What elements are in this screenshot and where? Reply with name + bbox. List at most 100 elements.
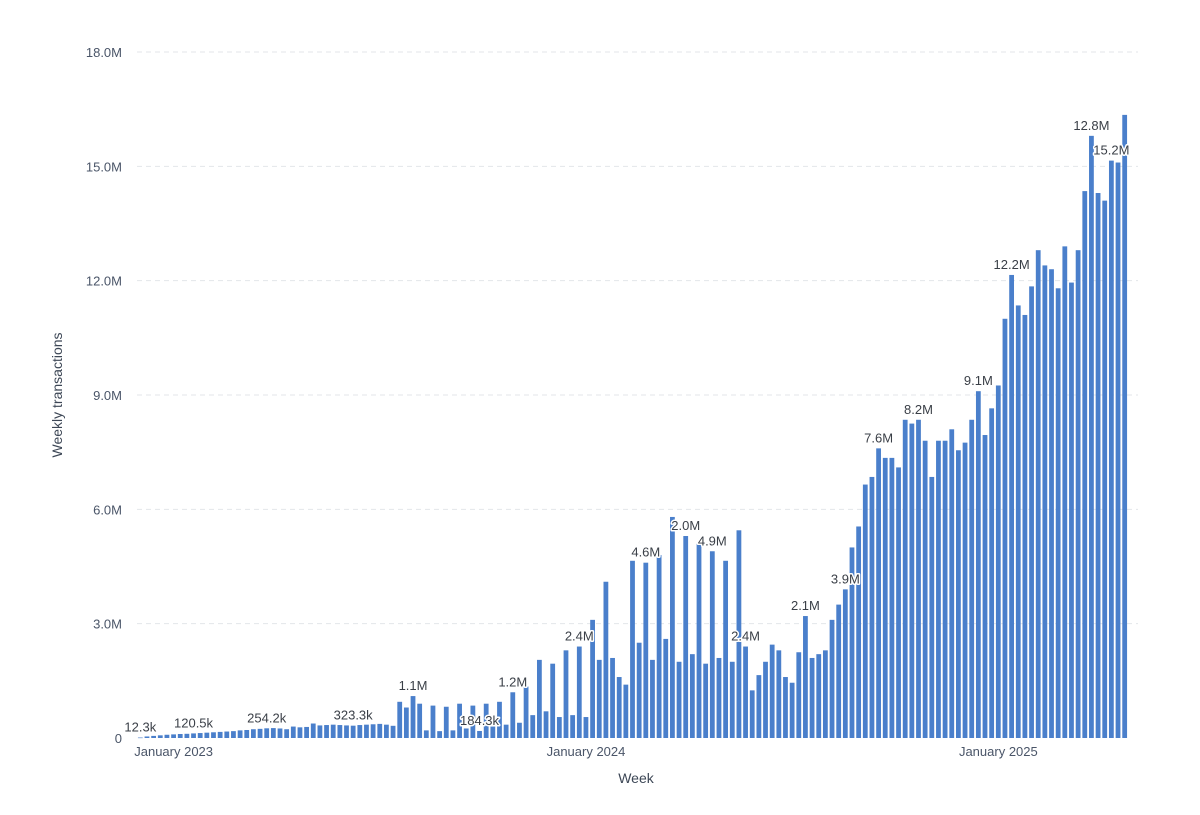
bar [384,724,389,738]
bar [769,644,775,738]
bar [989,408,995,738]
bar [370,724,376,738]
bars [137,114,1128,739]
bar [822,650,828,738]
bar [616,677,622,738]
data-label: 1.1M [399,678,428,693]
bar [776,650,782,738]
bar [876,448,881,738]
bar [743,646,748,738]
bar [231,731,236,738]
bar [1015,305,1021,738]
bar [217,731,223,738]
bar [1089,135,1094,738]
bar [623,684,629,738]
bar [902,419,908,738]
data-label: 7.6M [864,430,893,445]
data-label: 2.1M [791,598,820,613]
data-label: 4.9M [698,533,727,548]
bar [1022,314,1028,738]
bar [849,547,855,738]
bar [563,650,569,738]
bar [397,701,403,738]
bar [610,657,615,738]
bar [317,725,323,738]
data-label: 9.1M [964,373,993,388]
bar [337,725,343,738]
bar [1115,162,1121,738]
bar [357,725,363,738]
bar [670,516,675,738]
bar [410,696,416,738]
bar [896,467,901,738]
data-label: 12.2M [994,257,1030,272]
bar [204,732,210,738]
bar [630,560,635,738]
bar [277,728,283,738]
bar [270,728,276,738]
bar [656,555,662,738]
bar [962,442,968,738]
bar [650,659,655,738]
bar [882,457,888,738]
bar [856,526,862,738]
bar [184,733,190,738]
y-axis-title: Weekly transactions [49,332,65,457]
bar [995,385,1001,738]
data-label: 323.3k [334,708,374,723]
bar [1075,250,1081,738]
data-label: 120.5k [174,715,214,730]
bar [250,729,256,738]
bar [869,476,875,738]
bar [144,736,150,738]
bar [603,581,609,738]
bar [1009,274,1015,738]
bar [583,717,589,738]
bar [510,692,516,738]
x-tick-label: January 2023 [134,744,213,759]
bar [636,642,642,738]
bar [576,646,582,738]
bar [1082,191,1088,738]
bar [191,733,196,738]
bar [829,619,835,738]
bar [477,730,482,738]
bar [716,657,722,738]
bar [390,725,396,738]
bar [916,419,921,738]
bar [1055,288,1061,738]
bar [364,724,369,738]
data-label: 2.0M [671,518,700,533]
bar [1029,286,1034,738]
bar [517,722,522,738]
y-tick-label: 0 [115,731,122,746]
bar [796,652,802,738]
bar [1095,193,1101,738]
data-label: 184.3k [460,713,500,728]
data-label: 12.3k [124,720,156,735]
data-labels: 12.3k 120.5k 254.2k 323.3k 1.1M 184.3k 1.2M 2.4… [123,116,1131,736]
bar [290,726,296,738]
bar [470,705,476,738]
bar [756,675,762,738]
y-tick-label: 6.0M [93,502,122,517]
bar [803,616,808,738]
bar [297,727,303,738]
bar [503,724,509,738]
bar [1069,282,1074,738]
bar [590,619,595,738]
bar [596,659,602,738]
bar [536,659,542,738]
data-label: 2.4M [565,629,594,644]
bar [483,703,489,738]
bar [177,733,183,738]
bar [443,706,449,738]
y-tick-label: 3.0M [93,617,122,632]
bar [676,661,682,738]
bar [809,657,815,738]
bar [956,450,961,738]
bar [816,654,822,738]
bar [723,560,729,738]
bar [437,731,443,738]
